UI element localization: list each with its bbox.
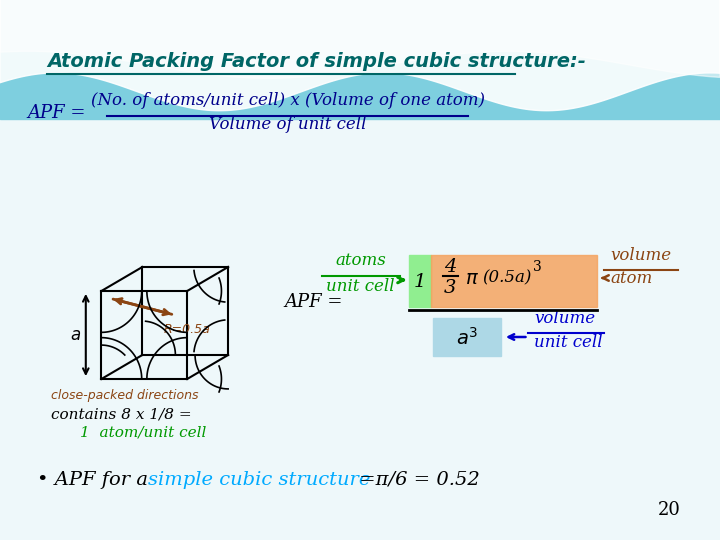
Text: $\pi$: $\pi$ xyxy=(465,268,479,287)
Text: 3: 3 xyxy=(533,260,541,274)
Text: Atomic Packing Factor of simple cubic structure:-: Atomic Packing Factor of simple cubic st… xyxy=(47,52,585,71)
Text: atoms: atoms xyxy=(336,252,386,269)
Text: a: a xyxy=(70,326,80,344)
Text: • APF for a: • APF for a xyxy=(37,471,154,489)
Text: unit cell: unit cell xyxy=(326,278,395,295)
Bar xyxy=(0,0,720,119)
Text: simple cubic structure: simple cubic structure xyxy=(148,471,371,489)
Text: $a^3$: $a^3$ xyxy=(456,327,478,349)
Text: 4: 4 xyxy=(444,258,456,276)
Text: atom: atom xyxy=(611,270,652,287)
Text: APF =: APF = xyxy=(27,104,91,122)
Bar xyxy=(0,119,720,540)
Text: 20: 20 xyxy=(657,501,680,519)
Bar xyxy=(410,255,431,307)
Text: (0.5a): (0.5a) xyxy=(482,269,531,287)
Text: (No. of atoms/unit cell) x (Volume of one atom): (No. of atoms/unit cell) x (Volume of on… xyxy=(91,92,485,109)
Text: 1  atom/unit cell: 1 atom/unit cell xyxy=(80,426,207,440)
Bar xyxy=(433,318,501,356)
Text: contains 8 x 1/8 =: contains 8 x 1/8 = xyxy=(50,408,192,422)
Text: volume: volume xyxy=(534,310,595,327)
Text: =π/6 = 0.52: =π/6 = 0.52 xyxy=(353,471,480,489)
Text: R=0.5a: R=0.5a xyxy=(163,323,210,336)
Text: volume: volume xyxy=(611,247,672,264)
Text: APF =: APF = xyxy=(285,293,349,311)
Bar xyxy=(431,255,597,307)
Text: Volume of unit cell: Volume of unit cell xyxy=(209,116,366,133)
Text: close-packed directions: close-packed directions xyxy=(51,389,199,402)
Text: 1: 1 xyxy=(414,273,426,291)
Text: unit cell: unit cell xyxy=(534,334,603,351)
Text: 3: 3 xyxy=(444,279,456,297)
